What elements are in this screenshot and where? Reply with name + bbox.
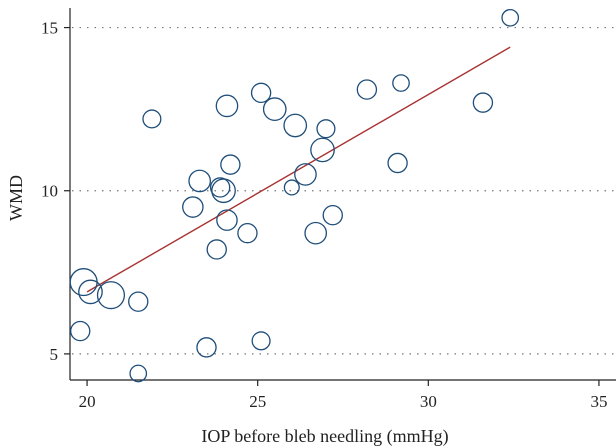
y-tick-label: 10	[41, 182, 58, 201]
data-point	[78, 279, 103, 305]
data-point	[209, 177, 231, 198]
x-tick-label: 35	[590, 392, 607, 411]
data-point	[304, 221, 328, 245]
gridlines	[72, 26, 616, 355]
fit-line-layer	[86, 46, 511, 293]
data-point	[387, 152, 408, 174]
data-point	[70, 320, 91, 342]
regression-line	[86, 46, 511, 293]
tick-labels: 5 10 15 20 25 30 35	[41, 19, 607, 411]
data-point	[392, 74, 410, 92]
x-tick-label: 25	[249, 392, 266, 411]
y-tick-label: 15	[41, 19, 58, 38]
data-point	[322, 205, 343, 226]
data-point	[262, 97, 287, 122]
data-point	[216, 209, 238, 231]
data-point	[237, 222, 258, 244]
data-point	[310, 137, 335, 163]
data-point	[501, 8, 520, 27]
data-point	[128, 291, 149, 312]
x-tick-label: 30	[420, 392, 437, 411]
data-point	[96, 281, 126, 310]
data-point	[142, 109, 162, 129]
x-tick-label: 20	[79, 392, 96, 411]
x-axis-label: IOP before bleb needling (mmHg)	[201, 426, 448, 447]
data-point	[188, 169, 212, 193]
y-tick-label: 5	[50, 345, 59, 364]
data-point	[294, 163, 317, 186]
data-point	[316, 119, 336, 139]
points-layer	[69, 8, 520, 383]
data-point	[196, 337, 217, 358]
data-point	[283, 113, 308, 138]
data-point	[472, 92, 494, 113]
y-axis-label: WMD	[6, 175, 26, 221]
data-point	[251, 331, 271, 351]
data-point	[129, 364, 148, 383]
data-point	[211, 178, 236, 204]
data-point	[182, 196, 204, 218]
data-point	[250, 82, 272, 104]
data-point	[220, 154, 241, 175]
data-point	[215, 94, 239, 118]
data-point	[206, 239, 227, 260]
axes	[64, 8, 616, 386]
data-point	[356, 79, 378, 100]
data-point	[283, 179, 300, 196]
